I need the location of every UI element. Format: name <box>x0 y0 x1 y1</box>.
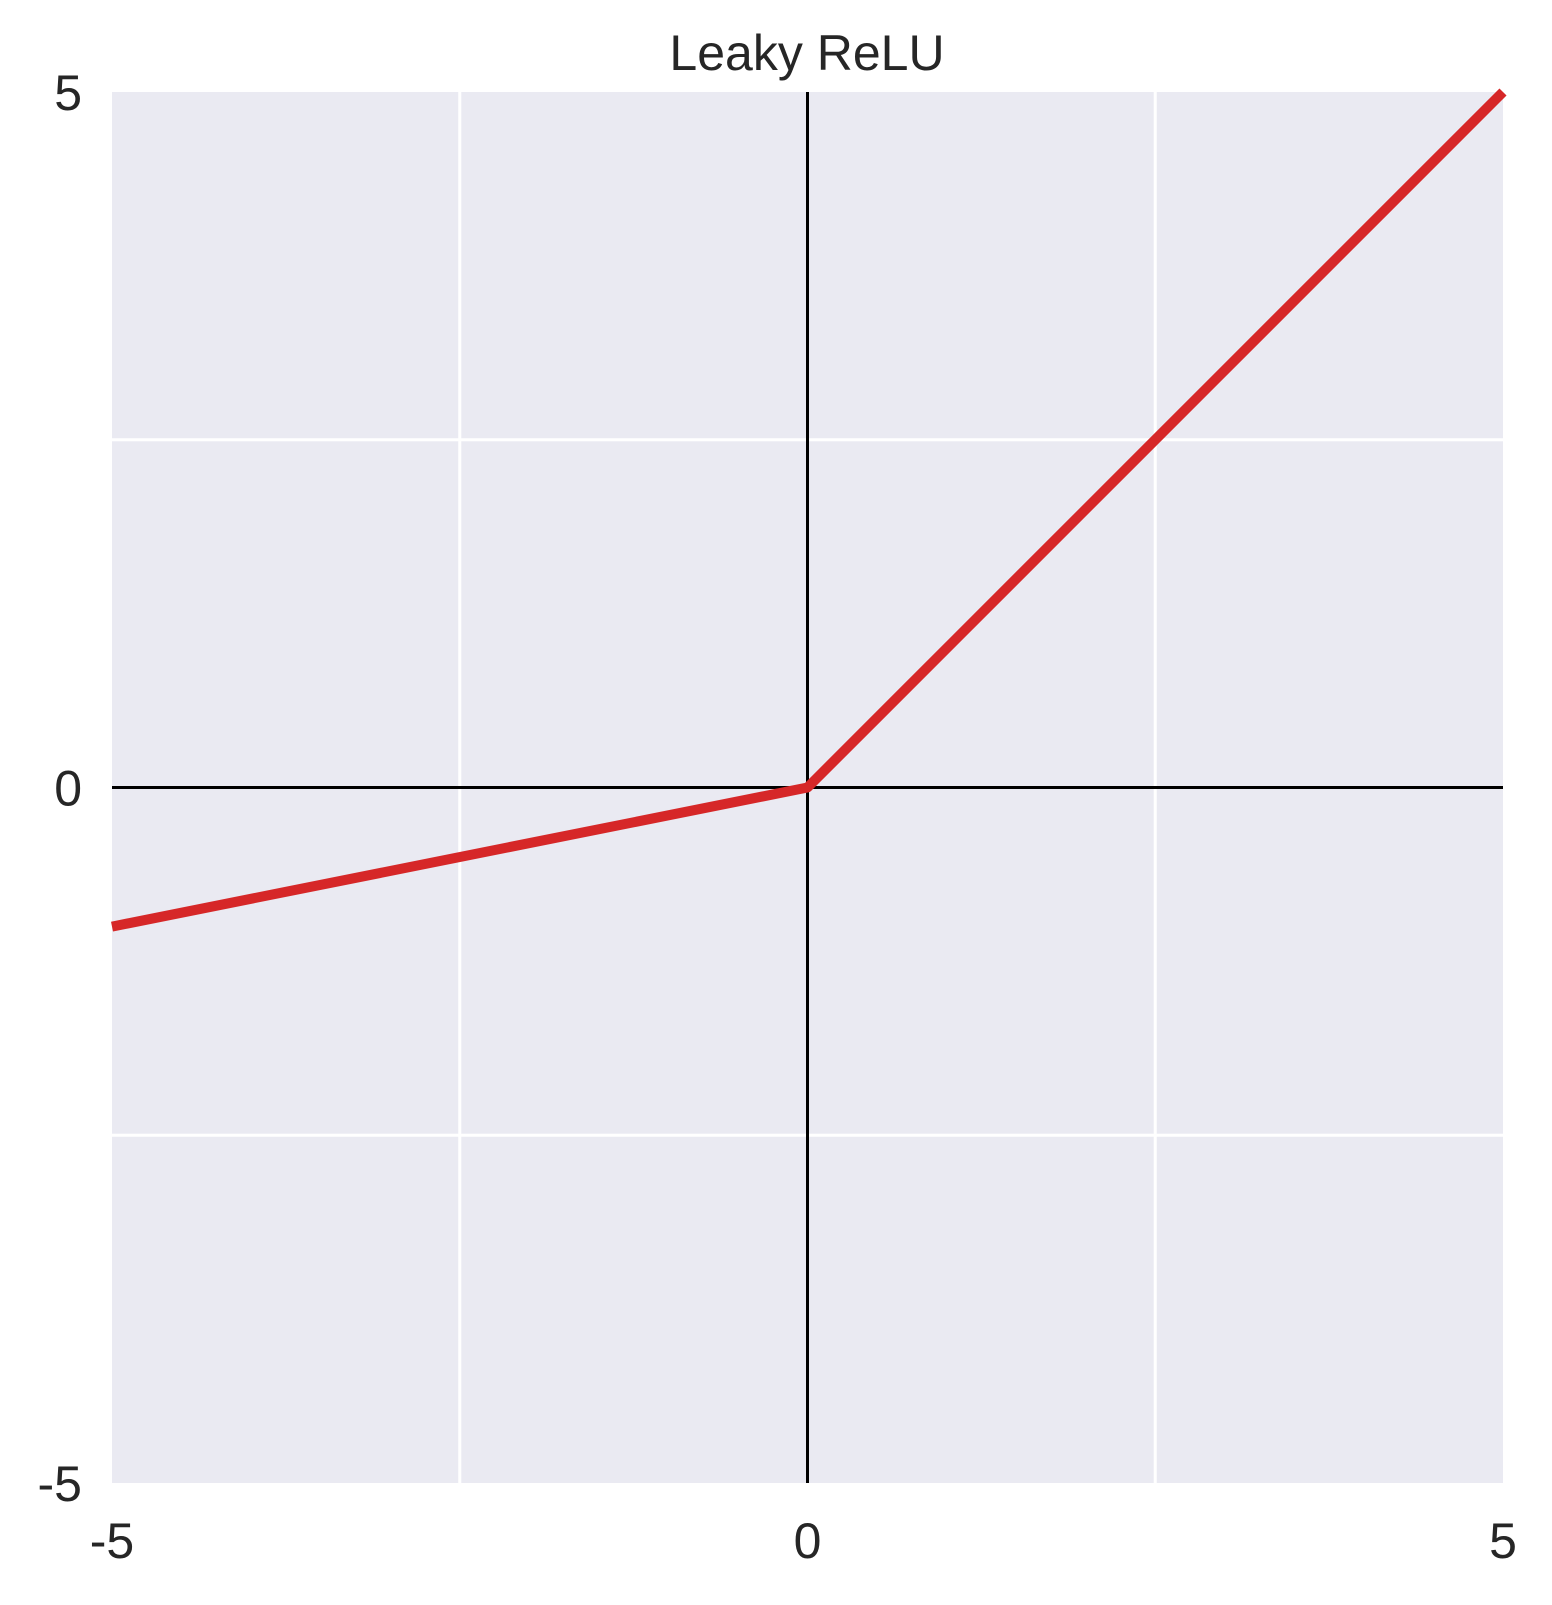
chart-title: Leaky ReLU <box>669 25 944 81</box>
y-tick-label: 5 <box>54 65 82 121</box>
x-tick-label: 0 <box>794 1513 822 1569</box>
y-tick-labels: -5 0 5 <box>38 65 82 1512</box>
y-tick-label: 0 <box>54 761 82 817</box>
series-line-0 <box>111 88 1507 932</box>
x-tick-label: 5 <box>1489 1513 1517 1569</box>
y-tick-label: -5 <box>38 1456 82 1512</box>
x-tick-label: -5 <box>90 1513 134 1569</box>
series-layer <box>111 88 1507 932</box>
x-tick-labels: -5 0 5 <box>90 1513 1517 1569</box>
